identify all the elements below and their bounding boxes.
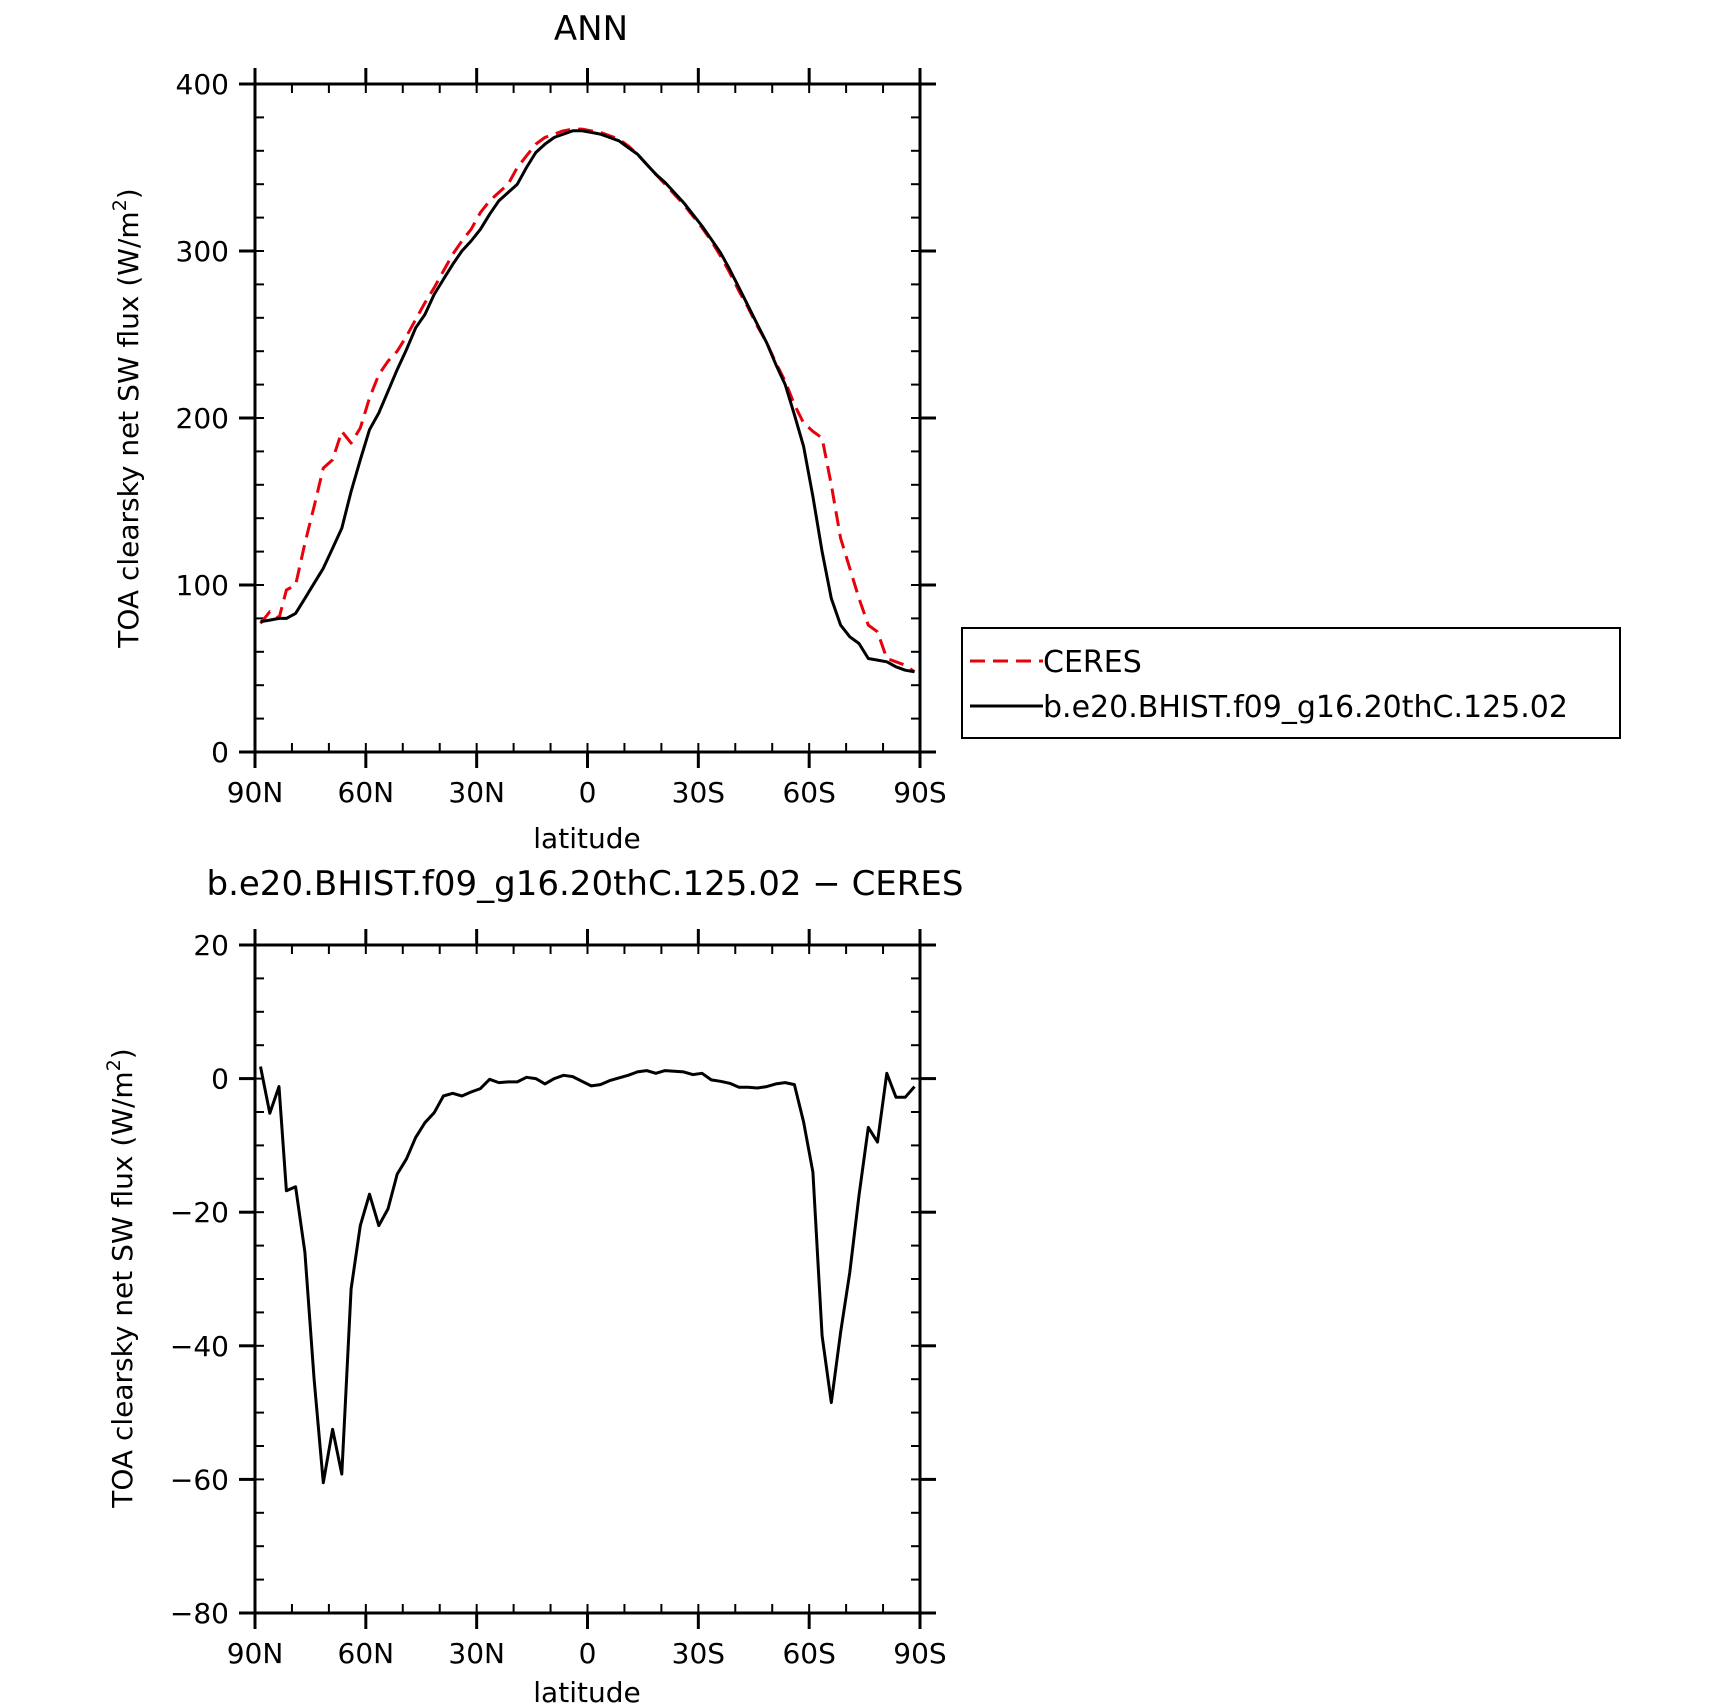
x-tick-label: 0 (579, 776, 597, 809)
y-tick-label: −60 (170, 1463, 229, 1496)
y-tick-label: 0 (211, 736, 229, 769)
top-chart-title: ANN (554, 9, 628, 49)
top-plot-frame (253, 82, 922, 754)
top-series-lines (259, 127, 916, 674)
bottom-x-axis-title: latitude (533, 1676, 640, 1706)
x-tick-label: 60S (782, 776, 835, 809)
top-y-tick-labels: 0 100 200 300 400 (176, 68, 229, 769)
bottom-y-axis-title: TOA clearsky net SW flux (W/m2) (103, 1048, 139, 1508)
ceres-series-line (259, 127, 916, 674)
top-y-axis-title: TOA clearsky net SW flux (W/m2) (109, 188, 145, 648)
y-tick-label: 200 (176, 402, 229, 435)
difference-series-line (259, 1066, 916, 1485)
y-tick-label: −20 (170, 1196, 229, 1229)
bottom-chart-title: b.e20.BHIST.f09_g16.20thC.125.02 − CERES (207, 864, 964, 904)
bottom-tick-marks (239, 929, 936, 1629)
x-tick-label: 30S (672, 1637, 725, 1670)
legend-label-model: b.e20.BHIST.f09_g16.20thC.125.02 (1043, 690, 1568, 725)
x-tick-label: 0 (579, 1637, 597, 1670)
x-tick-label: 60N (338, 776, 395, 809)
legend-box (961, 627, 1621, 739)
x-tick-label: 30N (448, 776, 505, 809)
bottom-x-tick-labels: 90N 60N 30N 0 30S 60S 90S (227, 1637, 947, 1670)
x-tick-label: 30N (448, 1637, 505, 1670)
x-tick-label: 90S (893, 1637, 946, 1670)
y-tick-label: −40 (170, 1330, 229, 1363)
y-tick-label: 400 (176, 68, 229, 101)
x-tick-label: 90S (893, 776, 946, 809)
y-tick-label: 0 (211, 1063, 229, 1096)
bottom-series-lines (259, 1066, 916, 1485)
x-tick-label: 30S (672, 776, 725, 809)
legend-label-ceres: CERES (1043, 645, 1142, 680)
legend: CERES b.e20.BHIST.f09_g16.20thC.125.02 (961, 627, 1621, 739)
top-tick-marks (239, 68, 936, 768)
y-tick-label: 20 (193, 929, 229, 962)
difference-panel: b.e20.BHIST.f09_g16.20thC.125.02 − CERES… (103, 864, 963, 1706)
bottom-y-tick-labels: −80 −60 −40 −20 0 20 (170, 929, 229, 1630)
y-tick-label: 100 (176, 569, 229, 602)
top-x-tick-labels: 90N 60N 30N 0 30S 60S 90S (227, 776, 947, 809)
annual-flux-panel: ANN 0 100 200 300 400 90N 60N 30N 0 30S 60S 90S la… (109, 9, 1621, 855)
y-tick-label: −80 (170, 1597, 229, 1630)
x-tick-label: 90N (227, 1637, 284, 1670)
x-tick-label: 90N (227, 776, 284, 809)
model-series-line (260, 129, 915, 674)
x-tick-label: 60S (782, 1637, 835, 1670)
y-tick-label: 300 (176, 235, 229, 268)
top-x-axis-title: latitude (533, 822, 640, 855)
x-tick-label: 60N (338, 1637, 395, 1670)
